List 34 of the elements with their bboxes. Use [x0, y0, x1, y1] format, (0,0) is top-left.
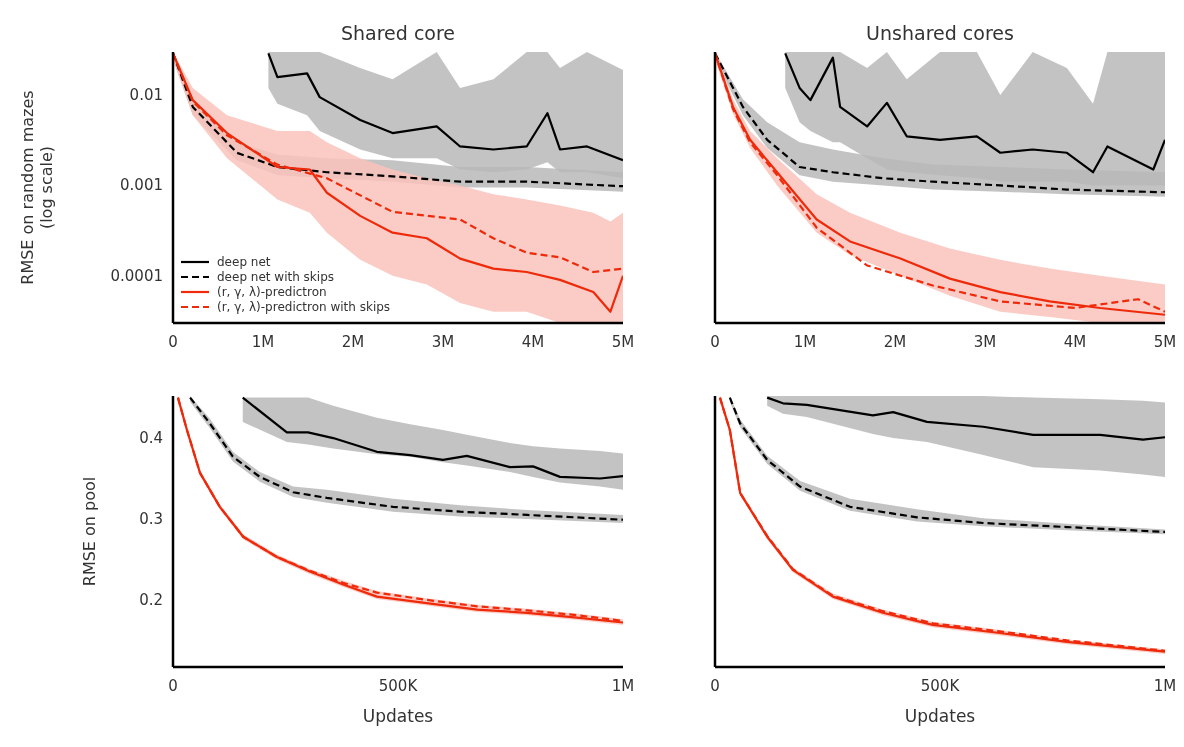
y-tick-label: 0.001: [120, 176, 163, 195]
y-tick-label: 0.3: [139, 509, 163, 528]
x-tick-label: 5M: [611, 333, 635, 351]
x-tick-label: 2M: [341, 333, 365, 351]
x-tick-label: 2M: [883, 333, 907, 351]
y-axis-title: RMSE on pool: [80, 476, 99, 587]
x-tick-label: 500K: [920, 677, 961, 695]
x-axis-title: Updates: [904, 706, 976, 726]
legend-label: deep net with skips: [217, 270, 334, 284]
x-tick-label: 1M: [251, 333, 275, 351]
chart-title: Shared core: [340, 22, 456, 44]
y-tick-label: 0.01: [129, 86, 163, 105]
x-tick-label: 3M: [431, 333, 455, 351]
x-tick-label: 0: [168, 677, 178, 695]
x-tick-label: 1M: [793, 333, 817, 351]
x-tick-label: 0: [710, 333, 720, 351]
x-tick-label: 4M: [1063, 333, 1087, 351]
legend-label: deep net: [217, 255, 271, 269]
y-tick-label: 0.4: [139, 429, 163, 448]
legend-label: (r, γ, λ)-predictron with skips: [217, 300, 391, 314]
x-tick-label: 4M: [521, 333, 545, 351]
x-tick-label: 500K: [378, 677, 419, 695]
chart-title: Unshared cores: [866, 22, 1014, 44]
legend-label: (r, γ, λ)-predictron: [217, 285, 327, 299]
x-tick-label: 0: [710, 677, 720, 695]
y-tick-label: 0.2: [139, 590, 163, 609]
x-tick-label: 1M: [611, 677, 635, 695]
x-tick-label: 0: [168, 333, 178, 351]
x-tick-label: 5M: [1153, 333, 1177, 351]
y-axis-title: RMSE on random mazes (log scale): [18, 90, 56, 285]
y-tick-label: 0.0001: [110, 266, 163, 285]
x-tick-label: 1M: [1153, 677, 1177, 695]
x-axis-title: Updates: [362, 706, 434, 726]
x-tick-label: 3M: [973, 333, 997, 351]
